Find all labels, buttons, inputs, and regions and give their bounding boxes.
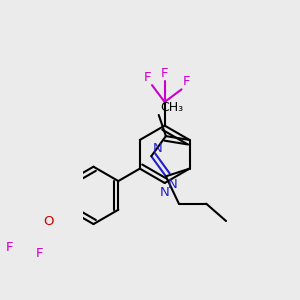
Text: CH₃: CH₃ <box>160 101 183 114</box>
Text: N: N <box>168 178 177 191</box>
Text: F: F <box>5 241 13 254</box>
Text: N: N <box>153 142 163 155</box>
Text: F: F <box>183 75 190 88</box>
Text: F: F <box>36 247 44 260</box>
Text: F: F <box>161 67 168 80</box>
Text: N: N <box>160 186 169 199</box>
Text: O: O <box>43 215 54 228</box>
Text: F: F <box>143 71 151 84</box>
